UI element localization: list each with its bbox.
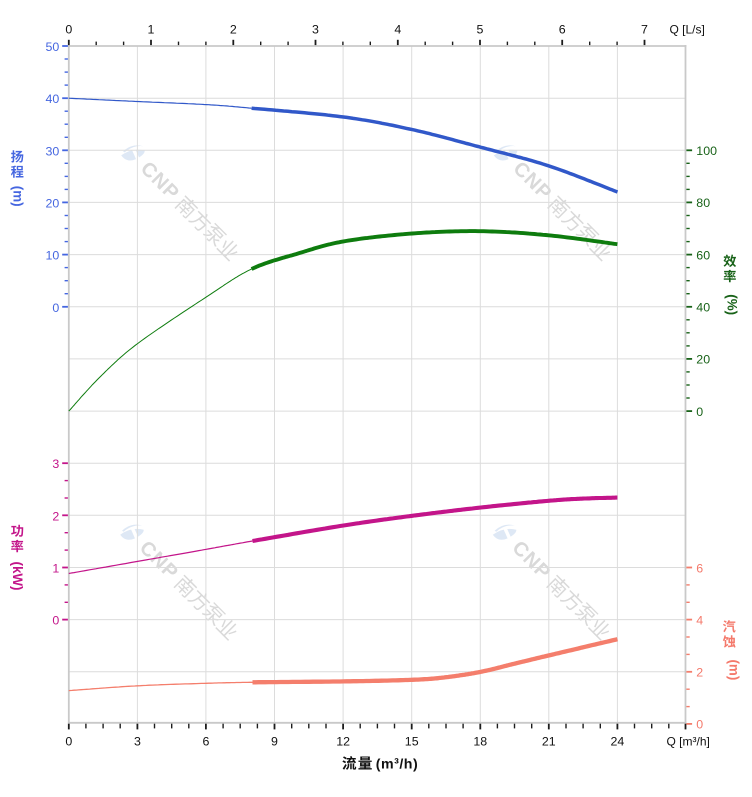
svg-text:20: 20 [46, 196, 60, 210]
svg-text:0: 0 [65, 22, 72, 36]
svg-text:(%): (%) [725, 294, 740, 315]
svg-text:60: 60 [696, 248, 710, 262]
svg-text:4: 4 [696, 613, 703, 627]
svg-text:(m³/h): (m³/h) [376, 756, 418, 772]
svg-text:40: 40 [46, 92, 60, 106]
svg-text:0: 0 [696, 405, 703, 419]
svg-text:(kW): (kW) [10, 561, 25, 590]
svg-text:40: 40 [696, 301, 710, 315]
svg-text:0: 0 [52, 301, 59, 315]
svg-text:4: 4 [394, 22, 401, 36]
svg-text:20: 20 [696, 353, 710, 367]
svg-text:7: 7 [641, 22, 648, 36]
svg-text:2: 2 [52, 509, 59, 523]
svg-text:CNP: CNP [136, 158, 184, 206]
svg-text:0: 0 [65, 734, 72, 748]
svg-text:3: 3 [52, 457, 59, 471]
svg-text:80: 80 [696, 196, 710, 210]
svg-text:30: 30 [46, 144, 60, 158]
svg-text:12: 12 [336, 734, 350, 748]
svg-text:15: 15 [405, 734, 419, 748]
svg-text:3: 3 [134, 734, 141, 748]
svg-text:18: 18 [473, 734, 487, 748]
svg-text:2: 2 [696, 666, 703, 680]
svg-text:21: 21 [542, 734, 556, 748]
svg-text:6: 6 [202, 734, 209, 748]
svg-text:0: 0 [52, 614, 59, 628]
svg-text:1: 1 [52, 562, 59, 576]
svg-text:6: 6 [696, 561, 703, 575]
svg-text:10: 10 [46, 249, 60, 263]
svg-text:3: 3 [312, 22, 319, 36]
svg-text:6: 6 [559, 22, 566, 36]
svg-text:Q [m³/h]: Q [m³/h] [667, 734, 710, 748]
svg-text:24: 24 [611, 734, 625, 748]
svg-text:1: 1 [148, 22, 155, 36]
svg-text:Q [L/s]: Q [L/s] [670, 22, 705, 36]
svg-text:CNP: CNP [508, 537, 556, 585]
svg-text:2: 2 [230, 22, 237, 36]
svg-text:9: 9 [271, 734, 278, 748]
svg-text:5: 5 [477, 22, 484, 36]
svg-text:100: 100 [696, 144, 717, 158]
svg-text:(m): (m) [11, 186, 26, 207]
svg-text:50: 50 [46, 40, 60, 54]
svg-text:(m): (m) [727, 659, 742, 680]
svg-text:0: 0 [696, 718, 703, 732]
